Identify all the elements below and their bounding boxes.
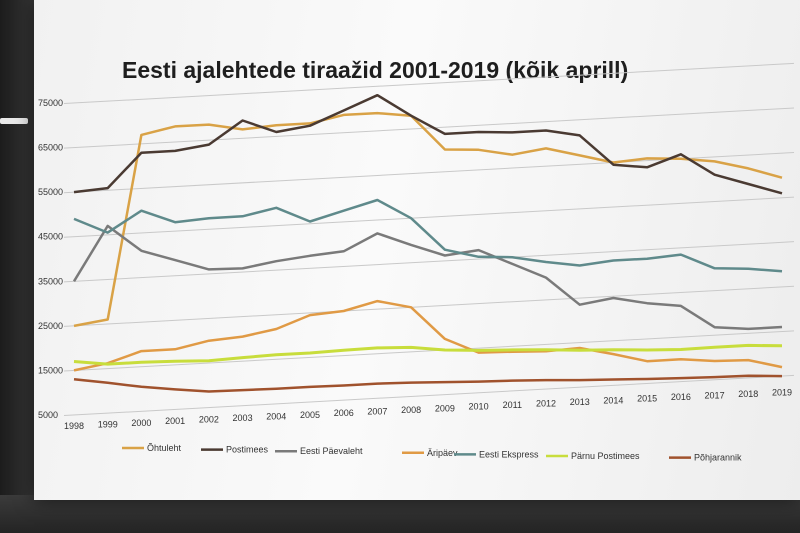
projection-screen: Eesti ajalehtede tiraažid 2001-2019 (kõi…: [34, 0, 800, 500]
x-axis-ticks: 1998 1999 2000 2001 2002 2003 2004 2005 2006 2007…: [64, 387, 792, 431]
x-tick-label: 2013: [570, 397, 590, 407]
x-tick-label: 2007: [367, 407, 387, 417]
gridline: [63, 330, 795, 372]
series-line: [72, 224, 783, 331]
series-line: [73, 299, 783, 372]
x-tick-label: 2011: [503, 400, 522, 410]
series-lines: [72, 93, 783, 393]
y-tick-label: 5000: [38, 410, 58, 420]
line-chart: Eesti ajalehtede tiraažid 2001-2019 (kõi…: [38, 57, 795, 463]
x-tick-label: 2009: [435, 403, 455, 413]
series-line: [73, 374, 783, 393]
legend-label: Eesti Ekspress: [479, 449, 539, 459]
gridline: [63, 107, 795, 149]
x-tick-label: 2017: [705, 391, 725, 401]
ceiling-light: [0, 118, 28, 124]
x-tick-label: 2016: [671, 392, 691, 402]
series-line: [73, 111, 783, 328]
legend-label: Äripäev: [427, 448, 458, 458]
y-tick-label: 15000: [38, 365, 63, 375]
series-line: [73, 198, 783, 273]
x-tick-label: 2006: [334, 408, 354, 418]
x-tick-label: 2001: [165, 416, 185, 426]
legend-label: Postimees: [226, 445, 269, 455]
y-tick-label: 65000: [38, 143, 63, 153]
gridline: [63, 374, 795, 417]
x-tick-label: 2012: [536, 399, 556, 409]
x-tick-label: 1999: [98, 419, 118, 429]
x-tick-label: 2010: [469, 402, 489, 412]
room-floor: [0, 495, 800, 533]
x-tick-label: 2003: [233, 413, 253, 423]
x-tick-label: 2000: [131, 418, 151, 428]
x-tick-label: 2019: [772, 387, 792, 397]
x-tick-label: 2008: [401, 405, 421, 415]
legend-label: Pärnu Postimees: [571, 451, 640, 461]
series-line: [73, 93, 783, 195]
legend-label: Põhjarannik: [694, 453, 742, 463]
x-tick-label: 1998: [64, 421, 84, 431]
gridline: [63, 62, 795, 105]
gridline: [63, 196, 795, 238]
y-tick-label: 45000: [38, 232, 63, 242]
legend: Õhtuleht Postimees Eesti Päevaleht Äripäev E…: [122, 443, 742, 463]
room-wall-left: [0, 0, 40, 533]
x-tick-label: 2004: [266, 411, 286, 421]
legend-label: Eesti Päevaleht: [300, 446, 363, 456]
x-tick-label: 2002: [199, 415, 219, 425]
y-tick-label: 35000: [38, 276, 63, 286]
gridline: [63, 241, 795, 283]
gridline: [63, 285, 795, 327]
series-line: [73, 343, 783, 366]
x-tick-label: 2015: [637, 394, 657, 404]
x-tick-label: 2014: [603, 395, 623, 405]
y-tick-label: 55000: [38, 187, 63, 197]
y-axis-ticks: 5000 15000 25000 35000 45000 55000 65000 75000: [38, 98, 63, 420]
x-tick-label: 2005: [300, 410, 320, 420]
y-tick-label: 25000: [38, 321, 63, 331]
legend-label: Õhtuleht: [147, 443, 182, 453]
y-tick-label: 75000: [38, 98, 63, 108]
chart-title: Eesti ajalehtede tiraažid 2001-2019 (kõi…: [122, 57, 628, 83]
x-tick-label: 2018: [738, 389, 758, 399]
grid-lines: [63, 62, 795, 417]
